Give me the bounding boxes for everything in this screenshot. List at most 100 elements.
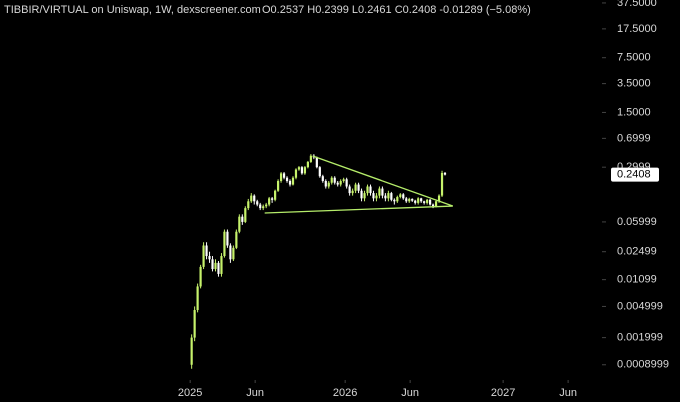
- candle-body: [294, 169, 298, 178]
- candle-body: [411, 198, 414, 201]
- candle-body: [306, 161, 309, 168]
- candle-body: [345, 179, 348, 187]
- candle-body: [437, 195, 441, 202]
- candle-body: [265, 204, 268, 207]
- candle-body: [339, 180, 342, 185]
- candle-body: [208, 256, 211, 260]
- candle-body: [235, 231, 238, 248]
- candle-body: [408, 198, 411, 202]
- candle-body: [318, 167, 321, 177]
- x-tick-label: Jun: [246, 387, 264, 399]
- candle-body: [300, 167, 304, 174]
- candle-body: [336, 182, 339, 185]
- candle-body: [220, 256, 223, 274]
- candle-body: [366, 186, 369, 194]
- candle-body: [396, 196, 399, 202]
- candle-body: [211, 259, 214, 270]
- candle-body: [384, 195, 387, 199]
- candle-body: [247, 201, 250, 209]
- candle-body: [423, 201, 426, 203]
- trend-line: [312, 155, 453, 207]
- candle-body: [288, 180, 292, 185]
- candle-body: [360, 190, 363, 199]
- x-tick-label: 2026: [333, 387, 357, 399]
- y-tick-label: 0.001999: [617, 332, 663, 344]
- candle-body: [399, 194, 402, 197]
- candle-body: [309, 155, 312, 162]
- y-tick-label: 0.05999: [617, 216, 657, 228]
- y-tick-label: 0.6999: [617, 132, 651, 144]
- x-tick-label: Jun: [559, 387, 577, 399]
- candle-body: [390, 193, 393, 200]
- candle-body: [279, 173, 283, 181]
- last-price-badge: [611, 167, 659, 182]
- candle-body: [443, 172, 447, 175]
- candle-body: [226, 231, 229, 246]
- candle-body: [274, 190, 277, 200]
- ohlc-readout: O0.2537 H0.2399 L0.2461 C0.2408 -0.01289…: [262, 4, 531, 16]
- candle-body: [259, 204, 262, 209]
- candle-body: [414, 200, 417, 203]
- candle-body: [238, 216, 241, 232]
- candle-body: [214, 262, 217, 270]
- candle-body: [333, 177, 336, 183]
- candle-body: [378, 188, 381, 196]
- candle-body: [256, 201, 259, 205]
- candle-body: [217, 262, 220, 274]
- chart-title: TIBBIR/VIRTUAL on Uniswap, 1W, dexscreen…: [4, 4, 261, 16]
- y-tick-label: 0.004999: [617, 300, 663, 312]
- candle-body: [232, 247, 235, 260]
- last-price-label: 0.2408: [617, 169, 651, 181]
- candle-body: [271, 198, 274, 200]
- candle-body: [202, 245, 205, 267]
- candle-body: [387, 193, 390, 199]
- candle-body: [330, 177, 333, 183]
- y-tick-label: 0.02499: [617, 246, 657, 258]
- x-tick-label: Jun: [401, 387, 419, 399]
- candle-body: [348, 186, 351, 194]
- candle-body: [196, 286, 199, 311]
- candle-body: [199, 266, 202, 287]
- y-tick-label: 17.5000: [617, 23, 657, 35]
- candle-body: [223, 231, 226, 257]
- candle-body: [417, 198, 420, 203]
- candle-body: [369, 186, 372, 194]
- candle-body: [381, 188, 384, 196]
- candle-body: [262, 206, 265, 209]
- candle-body: [241, 216, 244, 222]
- candle-body: [375, 195, 378, 199]
- candle-body: [193, 310, 196, 338]
- candle-body: [250, 195, 253, 202]
- candle-body: [321, 176, 324, 181]
- x-tick-label: 2027: [491, 387, 515, 399]
- candle-body: [434, 201, 438, 207]
- candle-body: [363, 193, 366, 199]
- candle-body: [393, 199, 396, 202]
- x-tick-label: 2025: [178, 387, 202, 399]
- candle-body: [357, 184, 360, 191]
- candle-body: [244, 208, 247, 222]
- candle-body: [291, 177, 295, 185]
- candle-body: [372, 193, 375, 199]
- y-tick-label: 1.5000: [617, 106, 651, 118]
- candle-body: [315, 157, 318, 168]
- y-tick-label: 37.5000: [617, 0, 657, 9]
- candle-body: [190, 337, 193, 365]
- candle-body: [431, 204, 435, 207]
- candle-body: [253, 195, 256, 202]
- y-tick-label: 3.5000: [617, 78, 651, 90]
- trend-line: [264, 205, 453, 214]
- candle-body: [205, 245, 208, 257]
- candle-body: [342, 179, 345, 181]
- candle-body: [405, 198, 408, 202]
- candle-body: [282, 173, 286, 178]
- candle-body: [297, 167, 301, 170]
- candle-body: [229, 245, 232, 260]
- candle-body: [426, 199, 429, 203]
- y-tick-label: 7.5000: [617, 52, 651, 64]
- candle-body: [440, 172, 444, 196]
- candle-body: [354, 184, 357, 191]
- candle-body: [285, 177, 289, 181]
- candle-body: [327, 182, 330, 187]
